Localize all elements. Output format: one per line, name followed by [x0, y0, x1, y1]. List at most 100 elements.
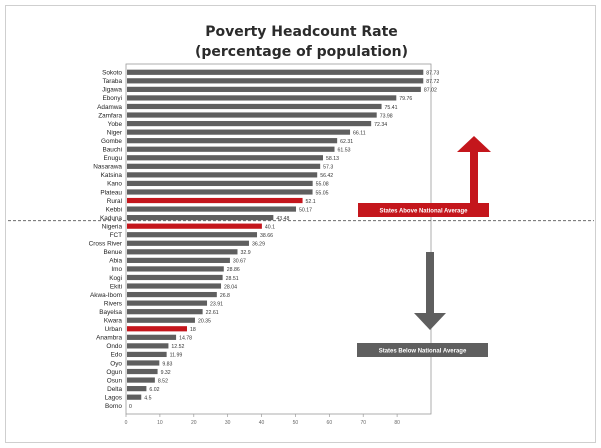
category-label: Bayelsa [99, 309, 122, 316]
value-label: 66.11 [353, 130, 366, 136]
value-label: 6.02 [149, 387, 159, 393]
category-label: Edo [111, 352, 123, 359]
category-label: Jigawa [102, 87, 122, 94]
category-label: FCT [110, 232, 123, 239]
category-label: Urban [105, 326, 123, 333]
bar-oyo [127, 360, 160, 366]
value-label: 55.08 [316, 182, 329, 188]
bar-cross-river [127, 240, 249, 246]
category-label: Benue [104, 249, 123, 256]
value-label: 50.17 [299, 207, 312, 213]
value-label: 9.83 [162, 361, 172, 367]
category-label: Ebonyi [102, 95, 122, 102]
down-arrow-head [414, 313, 446, 330]
category-label: Enugu [104, 155, 123, 162]
value-label: 36.29 [252, 242, 265, 248]
value-label: 55.05 [316, 190, 329, 196]
value-label: 22.61 [206, 310, 219, 316]
value-label: 30.67 [233, 259, 246, 265]
bar-osun [127, 377, 155, 383]
category-label: Kebbi [106, 206, 122, 213]
bar-kebbi [127, 206, 297, 212]
up-arrow-head [457, 136, 491, 152]
category-label: Kaduna [100, 215, 122, 222]
value-label: 26.8 [220, 293, 230, 299]
category-label: Nigeria [102, 223, 123, 230]
value-label: 9.32 [161, 370, 171, 376]
x-tick-label: 30 [225, 420, 231, 426]
value-label: 20.35 [198, 319, 211, 325]
value-label: 87.02 [424, 88, 437, 94]
bar-adamwa [127, 103, 382, 110]
value-label: 79.76 [399, 96, 412, 102]
below-average-label: States Below National Average [379, 349, 467, 355]
bar-sokoto [127, 69, 424, 75]
bar-ogun [127, 368, 158, 375]
bar-bauchi [127, 146, 335, 152]
chart-title: Poverty Headcount Rate [205, 24, 398, 40]
value-label: 32.9 [240, 250, 250, 256]
above-average-box [358, 203, 489, 217]
category-label: Akwa-Ibom [90, 292, 122, 299]
bar-edo [127, 351, 167, 358]
up-arrow-shaft [470, 151, 478, 203]
category-label: Taraba [102, 78, 122, 85]
category-label: Sokoto [102, 70, 122, 77]
bar-kwara [127, 317, 195, 323]
category-label: Rural [107, 198, 122, 205]
category-label: Ogun [106, 369, 122, 376]
category-label: Plateau [100, 189, 122, 196]
value-label: 72.34 [374, 122, 387, 128]
value-label: 8.52 [158, 378, 168, 384]
bar-lagos [127, 394, 142, 400]
category-label: Yobe [108, 121, 123, 128]
bar-delta [127, 386, 147, 392]
bar-ondo [127, 343, 169, 349]
category-label: Borno [105, 403, 122, 410]
below-average-box [357, 343, 488, 357]
bar-yobe [127, 120, 372, 127]
x-tick-label: 20 [191, 420, 197, 426]
value-label: 61.53 [338, 148, 351, 154]
category-label: Zamfara [98, 112, 122, 119]
category-label: Oyo [110, 360, 122, 367]
category-label: Anambra [96, 335, 122, 342]
bar-imo [127, 266, 224, 272]
value-label: 23.91 [210, 301, 223, 307]
value-label: 38.66 [260, 233, 273, 239]
x-tick-label: 60 [327, 420, 333, 426]
bar-abia [127, 257, 230, 263]
category-label: Gombe [101, 138, 122, 145]
category-label: Imo [111, 266, 122, 273]
value-label: 28.51 [226, 276, 239, 282]
bar-plateau [127, 189, 313, 195]
x-tick-label: 10 [157, 420, 163, 426]
value-label: 43.48 [276, 216, 289, 222]
category-label: Lagos [105, 394, 122, 401]
above-average-label: States Above National Average [379, 209, 468, 215]
bar-ekiti [127, 283, 222, 289]
category-label: Cross River [89, 241, 123, 248]
bar-zamfara [127, 112, 377, 118]
category-label: Nasarawa [93, 164, 122, 171]
bar-nigeria [127, 223, 262, 229]
value-label: 12.52 [171, 344, 184, 350]
bar-jigawa [127, 86, 421, 92]
value-label: 56.42 [320, 173, 333, 179]
value-label: 28.04 [224, 284, 237, 290]
value-label: 14.78 [179, 336, 192, 342]
bar-ebonyi [127, 95, 397, 101]
value-label: 28.86 [227, 267, 240, 273]
bar-nasarawa [127, 163, 321, 169]
category-label: Niger [107, 129, 123, 136]
value-label: 87.72 [426, 79, 439, 85]
value-label: 0 [129, 404, 132, 410]
bar-katsina [127, 172, 318, 178]
bar-kano [127, 180, 313, 187]
x-tick-label: 0 [125, 420, 128, 426]
category-label: Ekiti [110, 283, 122, 290]
x-tick-label: 70 [360, 420, 366, 426]
chart-subtitle: (percentage of population) [194, 44, 409, 60]
bar-benue [127, 249, 238, 255]
category-label: Abia [109, 258, 122, 265]
